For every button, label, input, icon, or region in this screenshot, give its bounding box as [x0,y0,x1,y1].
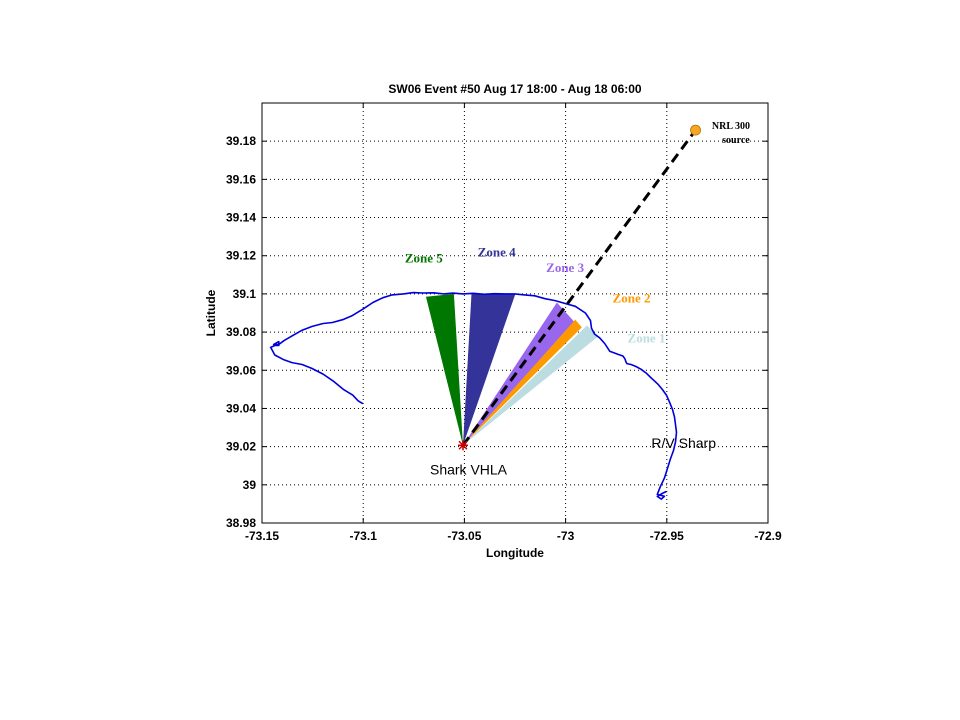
zone-5-sector [425,293,463,446]
x-tick-label: -73.1 [350,529,378,543]
ship-track-line [269,291,678,500]
ship-label: R/V Sharp [651,435,716,451]
zone-sectors [425,293,598,446]
y-tick-label: 39.1 [233,287,257,301]
source-marker [690,124,701,136]
source-label-line-2: source [722,135,750,146]
plot-area-frame [261,102,769,524]
zone-3-sector [462,302,575,446]
y-tick-label: 38.98 [226,516,256,530]
zone-label: Zone 3 [546,260,584,275]
zone-2-sector [462,319,582,446]
axis-ticks [261,103,769,524]
x-tick-label: -72.95 [650,529,684,543]
zone-1-sector [462,325,598,446]
x-tick-label: -73.15 [245,529,279,543]
y-tick-label: 39.12 [226,249,256,263]
source-label-line-1: NRL 300 [712,121,750,132]
y-tick-label: 39 [243,478,257,492]
receiver-label: Shark VHLA [430,461,508,477]
y-axis-label: Latitude [204,289,218,336]
zone-label: Zone 5 [405,250,443,265]
y-tick-label: 39.16 [226,172,256,186]
zone-label: Zone 1 [628,331,666,346]
chart-title: SW06 Event #50 Aug 17 18:00 - Aug 18 06:… [388,82,642,96]
zone-labels: Zone 5 Zone 4 Zone 3 Zone 2 Zone 1 [405,245,666,346]
y-tick-label: 39.06 [226,363,256,377]
y-tick-label: 39.02 [226,440,256,454]
propagation-path-line [461,129,697,447]
receiver-star-marker [457,440,468,451]
x-tick-label: -73.05 [447,529,481,543]
x-tick-label: -73 [557,529,575,543]
zone-4-sector [462,293,516,446]
y-tick-label: 39.08 [226,325,256,339]
x-axis-label: Longitude [486,546,544,560]
zone-label: Zone 2 [613,291,651,306]
x-tick-labels: -73.15 -73.1 -73.05 -73 -72.95 -72.9 [245,529,782,543]
y-tick-label: 39.04 [226,401,256,415]
y-tick-label: 39.18 [226,134,256,148]
y-tick-labels: 38.98 39 39.02 39.04 39.06 39.08 39.1 39.12 39.1… [226,134,256,530]
x-tick-label: -72.9 [754,529,782,543]
zone-label: Zone 4 [478,245,516,260]
y-tick-label: 39.14 [226,211,256,225]
receiver-star-stroke [458,440,468,450]
